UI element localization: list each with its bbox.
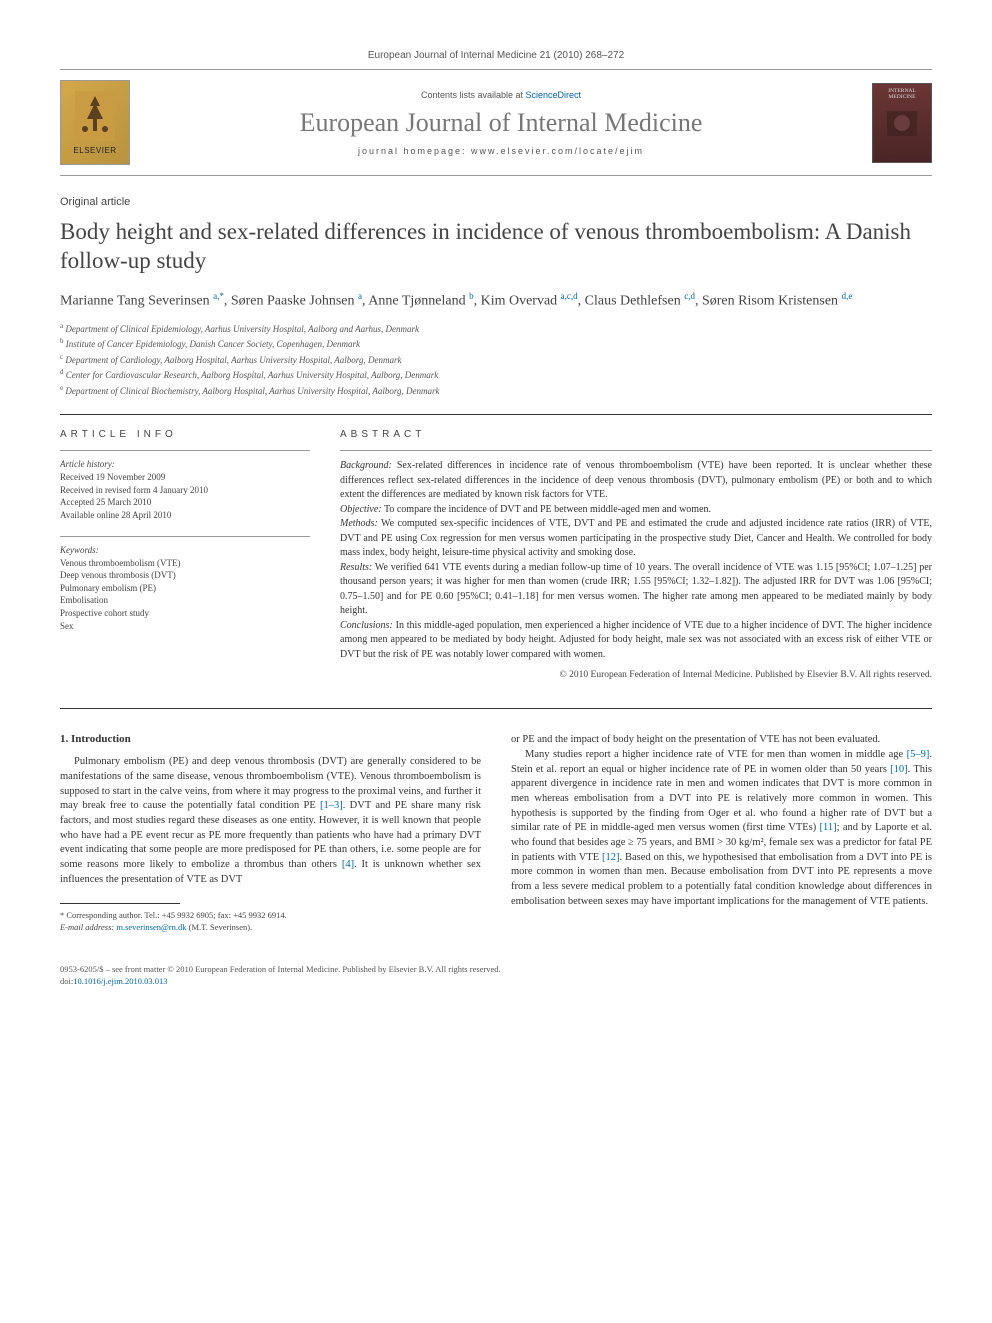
affiliation-item: b Institute of Cancer Epidemiology, Dani…	[60, 336, 932, 352]
body-col-right: or PE and the impact of body height on t…	[511, 733, 932, 934]
header-box: ELSEVIER Contents lists available at Sci…	[60, 69, 932, 176]
keywords-label: Keywords:	[60, 545, 310, 555]
page: European Journal of Internal Medicine 21…	[0, 0, 992, 1038]
keyword-item: Embolisation	[60, 594, 310, 607]
abstract-section: Background: Sex-related differences in i…	[340, 459, 932, 503]
history-item: Received 19 November 2009	[60, 471, 310, 484]
sciencedirect-link[interactable]: ScienceDirect	[526, 90, 582, 100]
history-item: Available online 28 April 2010	[60, 509, 310, 522]
abstract-col: ABSTRACT Background: Sex-related differe…	[340, 429, 932, 694]
doi-label: doi:	[60, 976, 73, 986]
info-abstract-row: ARTICLE INFO Article history: Received 1…	[60, 414, 932, 694]
body-text-left: Pulmonary embolism (PE) and deep venous …	[60, 755, 481, 887]
history-item: Accepted 25 March 2010	[60, 496, 310, 509]
contents-text: Contents lists available at	[421, 90, 526, 100]
body-columns: 1. Introduction Pulmonary embolism (PE) …	[60, 733, 932, 934]
affiliation-item: e Department of Clinical Biochemistry, A…	[60, 383, 932, 399]
page-footer: 0953-6205/$ – see front matter © 2010 Eu…	[60, 964, 932, 988]
contents-available: Contents lists available at ScienceDirec…	[130, 90, 872, 100]
journal-title: European Journal of Internal Medicine	[130, 108, 872, 138]
cover-text: INTERNAL MEDICINE	[877, 88, 927, 101]
journal-cover: INTERNAL MEDICINE	[872, 83, 932, 163]
cover-image-icon	[882, 101, 922, 141]
article-info-col: ARTICLE INFO Article history: Received 1…	[60, 429, 310, 694]
tree-icon	[75, 91, 115, 141]
abstract-section: Objective: To compare the incidence of D…	[340, 503, 932, 518]
history-block: Article history: Received 19 November 20…	[60, 450, 310, 521]
intro-heading: 1. Introduction	[60, 733, 481, 745]
abstract-text: Background: Sex-related differences in i…	[340, 459, 932, 662]
abstract-section: Results: We verified 641 VTE events duri…	[340, 561, 932, 619]
elsevier-text: ELSEVIER	[73, 146, 116, 155]
keyword-item: Deep venous thrombosis (DVT)	[60, 569, 310, 582]
email-line: E-mail address: m.severinsen@rn.dk (M.T.…	[60, 922, 481, 934]
article-info-heading: ARTICLE INFO	[60, 429, 310, 440]
keyword-item: Sex	[60, 620, 310, 633]
affiliations: a Department of Clinical Epidemiology, A…	[60, 321, 932, 399]
affiliation-item: a Department of Clinical Epidemiology, A…	[60, 321, 932, 337]
keyword-item: Venous thromboembolism (VTE)	[60, 557, 310, 570]
divider	[60, 708, 932, 709]
journal-header-line: European Journal of Internal Medicine 21…	[60, 50, 932, 61]
affiliation-item: c Department of Cardiology, Aalborg Hosp…	[60, 352, 932, 368]
footer-doi: doi:10.1016/j.ejim.2010.03.013	[60, 976, 932, 988]
authors: Marianne Tang Severinsen a,*, Søren Paas…	[60, 290, 932, 311]
footnote: * Corresponding author. Tel.: +45 9932 6…	[60, 910, 481, 934]
abstract-section: Methods: We computed sex-specific incide…	[340, 517, 932, 561]
email-label: E-mail address:	[60, 922, 116, 932]
abstract-copyright: © 2010 European Federation of Internal M…	[340, 670, 932, 680]
keywords-block: Keywords: Venous thromboembolism (VTE)De…	[60, 536, 310, 633]
footnote-divider	[60, 903, 180, 904]
doi-link[interactable]: 10.1016/j.ejim.2010.03.013	[73, 976, 167, 986]
keyword-item: Prospective cohort study	[60, 607, 310, 620]
article-title: Body height and sex-related differences …	[60, 218, 932, 276]
affiliation-item: d Center for Cardiovascular Research, Aa…	[60, 367, 932, 383]
history-item: Received in revised form 4 January 2010	[60, 484, 310, 497]
abstract-section: Conclusions: In this middle-aged populat…	[340, 619, 932, 663]
history-text: Received 19 November 2009Received in rev…	[60, 471, 310, 521]
body-col-left: 1. Introduction Pulmonary embolism (PE) …	[60, 733, 481, 934]
elsevier-logo: ELSEVIER	[60, 80, 130, 165]
body-text-right: or PE and the impact of body height on t…	[511, 733, 932, 909]
abstract-heading: ABSTRACT	[340, 429, 932, 440]
article-type: Original article	[60, 196, 932, 208]
header-center: Contents lists available at ScienceDirec…	[130, 90, 872, 156]
footer-line1: 0953-6205/$ – see front matter © 2010 Eu…	[60, 964, 932, 976]
keyword-item: Pulmonary embolism (PE)	[60, 582, 310, 595]
email-link[interactable]: m.severinsen@rn.dk	[116, 922, 186, 932]
history-label: Article history:	[60, 459, 310, 469]
homepage-line: journal homepage: www.elsevier.com/locat…	[130, 146, 872, 156]
corresponding-author: * Corresponding author. Tel.: +45 9932 6…	[60, 910, 481, 922]
email-suffix: (M.T. Severinsen).	[187, 922, 253, 932]
keywords-text: Venous thromboembolism (VTE)Deep venous …	[60, 557, 310, 633]
